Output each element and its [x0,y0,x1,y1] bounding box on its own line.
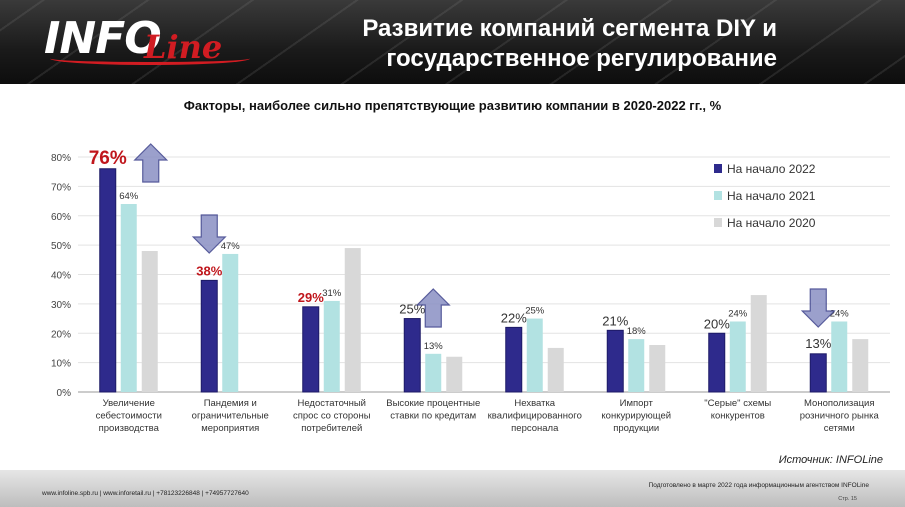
data-label: 76% [89,148,127,169]
arrow-up-icon [133,143,169,183]
y-tick-label: 60% [51,212,71,223]
y-tick-label: 20% [51,329,71,340]
y-tick-label: 70% [51,182,71,193]
legend-label: На начало 2020 [727,216,816,230]
x-category-label: производства [99,423,160,434]
data-label: 29% [298,290,324,305]
x-category-label: потребителей [301,423,362,434]
data-label: 24% [728,309,748,320]
header-title: Развитие компаний сегмента DIY и государ… [347,14,777,74]
legend-label: На начало 2022 [727,162,816,176]
y-tick-label: 80% [51,153,71,164]
y-tick-label: 40% [51,271,71,282]
data-label: 22% [501,310,527,325]
x-category-label: себестоимости [96,411,162,422]
data-label: 25% [525,306,545,317]
header-background-pattern [0,0,905,84]
bar-2022 [809,353,827,393]
x-category-label: персонала [511,423,559,434]
x-category-label: Увеличение [103,398,155,409]
data-label: 24% [830,309,850,320]
bar-2020 [141,251,158,392]
source-note: Источник: INFOLine [778,454,883,466]
bar-2021 [628,339,645,392]
bar-2021 [120,204,137,392]
legend-swatch [714,218,722,227]
x-category-label: ограничительные [192,411,269,422]
bar-2021 [222,253,239,392]
x-category-label: Нехватка [514,398,555,409]
bar-2020 [649,345,666,392]
x-category-label: конкурентов [711,411,765,422]
chart-title: Факторы, наиболее сильно препятствующие … [183,98,722,113]
data-label: 13% [424,341,444,352]
x-category-label: сетями [824,423,855,434]
bar-2022 [200,279,218,393]
x-category-label: Монополизация [804,398,874,409]
x-category-label: спрос со стороны [293,411,371,422]
infoline-logo: INFO Line [44,14,250,66]
header-banner: INFO Line Развитие компаний сегмента DIY… [0,0,905,84]
data-label: 13% [805,336,831,351]
x-category-label: "Серые" схемы [704,398,771,409]
data-label: 21% [602,313,628,328]
x-category-label: Импорт [620,398,654,409]
y-tick-label: 0% [57,388,72,399]
y-tick-label: 50% [51,241,71,252]
footer-bar: www.infoline.spb.ru | www.inforetail.ru … [0,470,905,507]
legend-swatch [714,191,722,200]
bar-2021 [526,318,543,392]
bar-2022 [708,332,726,393]
data-label: 64% [119,191,139,202]
x-category-label: Пандемия и [204,398,257,409]
x-category-label: продукции [613,423,659,434]
x-category-label: конкурирующей [601,411,671,422]
x-category-label: Недостаточный [298,398,366,409]
bar-2022 [403,318,421,393]
bar-2020 [446,356,463,392]
logo-swoosh [50,52,250,65]
bar-2022 [606,329,624,393]
y-tick-label: 30% [51,300,71,311]
legend-label: На начало 2021 [727,189,816,203]
y-tick-label: 10% [51,359,71,370]
data-label: 47% [221,241,241,252]
x-category-label: мероприятия [201,423,259,434]
x-category-label: ставки по кредитам [390,411,476,422]
data-label: 20% [704,316,730,331]
bar-2020 [750,295,767,392]
footer-contacts: www.infoline.spb.ru | www.inforetail.ru … [42,490,249,497]
x-category-label: розничного рынка [800,411,880,422]
bar-2022 [302,306,320,393]
bar-2021 [831,321,848,392]
arrow-down-icon [800,288,836,328]
header-title-line2: государственное регулирование [386,45,777,72]
data-label: 18% [627,326,647,337]
bar-chart: 0% 10% 20% 30% 40% 50% 60% 70% 80% 76% 64% Увеличен… [51,143,890,434]
data-label: 31% [322,288,342,299]
arrow-up-icon [415,288,451,328]
bar-2021 [425,353,442,392]
footer-prepared-note: Подготовлено в марте 2022 года информаци… [648,482,869,489]
header-title-line1: Развитие компаний сегмента DIY и [362,15,777,42]
bar-2022 [99,168,117,393]
arrow-down-icon [191,214,227,254]
x-category-label: квалифицированного [488,411,582,422]
x-category-label: Высокие процентные [386,398,480,409]
bar-2021 [729,321,746,392]
bar-2021 [323,300,340,392]
data-label: 38% [196,263,222,278]
bar-2020 [547,347,564,392]
bar-2020 [344,248,361,392]
bar-2020 [852,339,869,392]
page-number: Стр. 15 [838,496,857,502]
legend-swatch [714,164,722,173]
bar-2022 [505,326,523,393]
